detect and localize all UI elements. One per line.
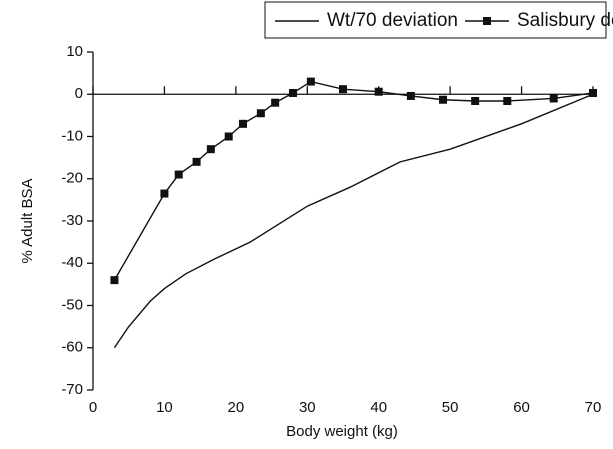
- legend-box: [264, 1, 607, 39]
- y-tick-label: -40: [61, 254, 83, 271]
- y-axis-label: % Adult BSA: [19, 178, 36, 263]
- x-tick-label: 60: [513, 399, 530, 416]
- marker: [406, 91, 415, 100]
- x-tick-label: 10: [156, 399, 173, 416]
- legend-marker: [483, 17, 491, 25]
- marker: [110, 276, 119, 285]
- series-line: [113, 93, 594, 349]
- marker: [192, 157, 201, 166]
- marker: [503, 97, 512, 106]
- marker: [439, 95, 447, 104]
- x-tick-label: 20: [228, 399, 245, 416]
- y-tick-label: -60: [61, 339, 83, 356]
- marker: [256, 109, 265, 118]
- legend-label: Salisbury deviation: [517, 10, 613, 31]
- y-tick-label: -20: [61, 170, 83, 187]
- x-tick-label: 50: [442, 399, 459, 416]
- marker: [289, 88, 297, 97]
- y-tick-label: -70: [61, 381, 83, 398]
- x-tick-label: 0: [89, 399, 97, 416]
- marker: [206, 145, 215, 154]
- y-tick-label: -10: [61, 127, 83, 144]
- marker: [239, 119, 247, 128]
- marker: [224, 132, 233, 141]
- marker: [471, 97, 480, 106]
- y-tick-label: -30: [61, 212, 83, 229]
- marker: [160, 189, 169, 198]
- x-tick-label: 70: [585, 399, 602, 416]
- marker: [339, 85, 347, 94]
- y-tick-label: 0: [75, 85, 83, 102]
- marker: [374, 87, 383, 96]
- x-axis-label: Body weight (kg): [286, 423, 398, 440]
- y-tick-label: 10: [66, 43, 83, 60]
- marker: [549, 94, 558, 103]
- marker: [589, 88, 597, 97]
- marker: [306, 77, 315, 86]
- x-tick-label: 30: [299, 399, 316, 416]
- y-tick-label: -50: [61, 296, 83, 313]
- marker: [174, 170, 183, 179]
- series-line: [113, 80, 594, 281]
- legend-label: Wt/70 deviation: [327, 10, 458, 31]
- x-tick-label: 40: [370, 399, 387, 416]
- marker: [271, 98, 280, 107]
